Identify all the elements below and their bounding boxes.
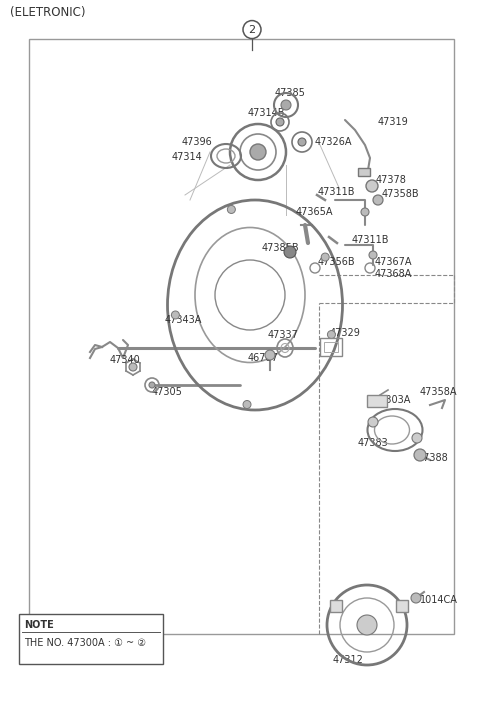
Text: 47378: 47378 <box>376 175 407 185</box>
Bar <box>396 600 408 612</box>
Text: 1014CA: 1014CA <box>420 595 458 605</box>
Bar <box>324 342 338 352</box>
Text: 47311B: 47311B <box>352 235 389 245</box>
Text: THE NO. 47300A : ① ~ ②: THE NO. 47300A : ① ~ ② <box>24 638 146 648</box>
Text: 47385: 47385 <box>275 88 306 98</box>
Text: 47312: 47312 <box>333 655 364 665</box>
Text: (ELETRONIC): (ELETRONIC) <box>10 6 85 19</box>
Circle shape <box>357 615 377 635</box>
Bar <box>367 395 387 407</box>
Circle shape <box>281 100 291 110</box>
Circle shape <box>265 350 275 360</box>
Text: 47337: 47337 <box>268 330 299 340</box>
Circle shape <box>321 253 329 261</box>
Text: 47358A: 47358A <box>420 387 457 397</box>
Circle shape <box>250 144 266 160</box>
Circle shape <box>327 331 336 339</box>
Text: 47356B: 47356B <box>318 257 356 267</box>
Text: 47314B: 47314B <box>248 108 286 118</box>
Circle shape <box>228 206 235 213</box>
Text: 47340: 47340 <box>110 355 141 365</box>
Text: 47305: 47305 <box>152 387 183 397</box>
Text: 46787: 46787 <box>248 353 279 363</box>
Text: 47303A: 47303A <box>374 395 411 405</box>
Circle shape <box>171 311 180 319</box>
Text: NOTE: NOTE <box>24 620 54 630</box>
Circle shape <box>129 363 137 371</box>
Text: 47383: 47383 <box>358 438 389 448</box>
Text: 47385B: 47385B <box>262 243 300 253</box>
Bar <box>320 338 342 356</box>
Circle shape <box>243 401 251 408</box>
Bar <box>330 600 342 612</box>
Text: 2: 2 <box>249 25 255 34</box>
FancyBboxPatch shape <box>19 614 163 664</box>
Circle shape <box>411 593 421 603</box>
Bar <box>29 39 454 634</box>
Circle shape <box>368 417 378 427</box>
Text: 47368A: 47368A <box>375 269 412 279</box>
Circle shape <box>412 433 422 443</box>
Circle shape <box>373 195 383 205</box>
Circle shape <box>284 246 296 258</box>
Circle shape <box>361 208 369 216</box>
Circle shape <box>298 138 306 146</box>
Text: 47396: 47396 <box>182 137 213 147</box>
Text: 47326A: 47326A <box>315 137 352 147</box>
Text: 47365A: 47365A <box>296 207 334 217</box>
Circle shape <box>149 382 155 388</box>
Bar <box>358 168 370 176</box>
Circle shape <box>369 251 377 259</box>
Text: 47311B: 47311B <box>318 187 356 197</box>
Text: 47329: 47329 <box>330 328 361 338</box>
Circle shape <box>366 180 378 192</box>
Text: 47367A: 47367A <box>375 257 412 267</box>
Text: 47343A: 47343A <box>165 315 203 325</box>
Text: 47388: 47388 <box>418 453 449 463</box>
Text: 47358B: 47358B <box>382 189 420 199</box>
Circle shape <box>276 118 284 126</box>
Text: 47319: 47319 <box>378 117 409 127</box>
Text: 47314: 47314 <box>172 152 203 162</box>
Circle shape <box>414 449 426 461</box>
